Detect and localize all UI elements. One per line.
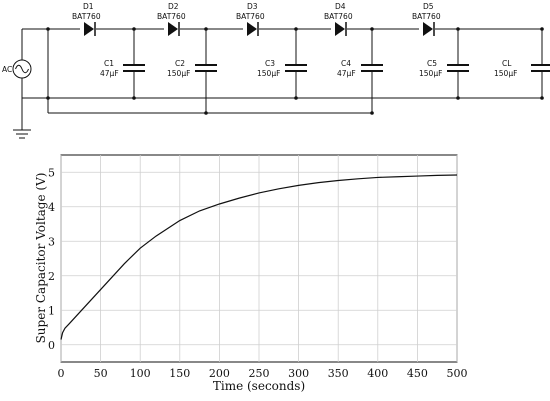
capacitor-c5: C5 150µF [419, 29, 469, 98]
y-tick-label: 5 [48, 166, 55, 179]
capacitor-c4-value: 47µF [337, 69, 356, 78]
y-tick-label: 1 [48, 304, 55, 317]
ac-source-label: AC [2, 65, 12, 74]
diode-d1: D1 BAT760 [72, 2, 101, 36]
diode-d2-part: BAT760 [157, 12, 186, 21]
x-tick-label: 150 [169, 367, 190, 380]
circuit-diagram: AC [2, 2, 550, 139]
capacitor-c4-name: C4 [341, 59, 351, 68]
capacitor-c1-name: C1 [104, 59, 114, 68]
capacitor-c1: C1 47µF [100, 29, 145, 98]
capacitor-c2-value: 150µF [167, 69, 190, 78]
capacitor-cl-value: 150µF [494, 69, 517, 78]
capacitor-c5-name: C5 [427, 59, 437, 68]
y-tick-label: 2 [48, 270, 55, 283]
capacitor-c3-value: 150µF [257, 69, 280, 78]
x-tick-label: 200 [209, 367, 230, 380]
x-tick-label: 300 [288, 367, 309, 380]
diode-d5-name: D5 [423, 2, 434, 11]
x-tick-label: 100 [130, 367, 151, 380]
diode-d3-name: D3 [247, 2, 258, 11]
capacitor-c3: C3 150µF [257, 29, 307, 98]
x-tick-label: 450 [407, 367, 428, 380]
diode-d3-part: BAT760 [236, 12, 265, 21]
capacitor-c1-value: 47µF [100, 69, 119, 78]
y-tick-label: 3 [48, 235, 55, 248]
diode-d1-part: BAT760 [72, 12, 101, 21]
series-line [60, 174, 458, 340]
capacitor-c5-value: 150µF [419, 69, 442, 78]
x-tick-label: 350 [328, 367, 349, 380]
y-axis-label: Super Capacitor Voltage (V) [34, 173, 48, 344]
capacitor-cl-name: CL [502, 59, 512, 68]
diode-icon [84, 22, 94, 36]
diode-d4: D4 BAT760 [324, 2, 353, 36]
diode-d4-part: BAT760 [324, 12, 353, 21]
capacitor-cl: CL 150µF [494, 59, 550, 78]
capacitor-c2: C2 150µF [167, 29, 217, 98]
diode-d1-name: D1 [83, 2, 94, 11]
diode-icon [247, 22, 257, 36]
diode-d3: D3 BAT760 [236, 2, 265, 36]
x-tick-label: 50 [94, 367, 108, 380]
diode-d4-name: D4 [335, 2, 346, 11]
x-axis-label: Time (seconds) [213, 379, 305, 393]
grid [60, 155, 458, 362]
diode-d5-part: BAT760 [412, 12, 441, 21]
y-tick-label: 4 [48, 201, 55, 214]
diode-d2-name: D2 [168, 2, 179, 11]
x-axis-ticks: 0 50 100 150 200 250 300 350 400 450 500 [58, 367, 468, 380]
diode-d5: D5 BAT760 [412, 2, 441, 36]
x-tick-label: 250 [249, 367, 270, 380]
capacitor-c4: C4 47µF [337, 29, 383, 98]
x-tick-label: 400 [367, 367, 388, 380]
diode-icon [423, 22, 433, 36]
y-axis-ticks: 0 1 2 3 4 5 [48, 166, 55, 352]
voltage-chart: 0 50 100 150 200 250 300 350 400 450 500 0 1 2 3 4 5 Ti… [34, 154, 468, 393]
diode-icon [335, 22, 345, 36]
diode-icon [168, 22, 178, 36]
capacitor-c3-name: C3 [265, 59, 275, 68]
y-tick-label: 0 [48, 339, 55, 352]
x-tick-label: 500 [447, 367, 468, 380]
ac-wave-icon [15, 64, 29, 74]
diode-d2: D2 BAT760 [157, 2, 186, 36]
x-tick-label: 0 [58, 367, 65, 380]
capacitor-c2-name: C2 [175, 59, 185, 68]
